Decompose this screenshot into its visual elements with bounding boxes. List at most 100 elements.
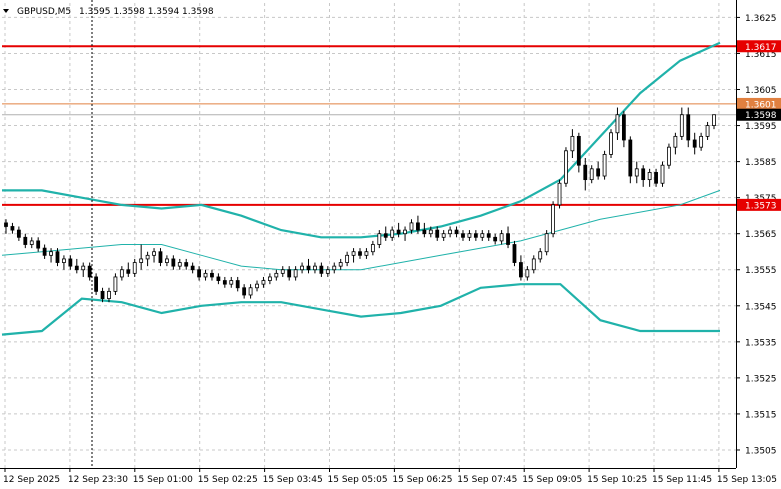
candle-body <box>345 254 350 263</box>
y-tick-label: 1.3505 <box>745 446 777 456</box>
candle-body <box>184 262 189 267</box>
candle <box>62 255 66 270</box>
candle <box>107 287 111 303</box>
candle <box>132 258 137 277</box>
price-tag-label: 1.3601 <box>745 100 777 110</box>
candle <box>29 237 34 249</box>
candle-body <box>16 229 21 238</box>
candle-body <box>705 125 710 137</box>
candle-body <box>654 172 658 184</box>
candle-body <box>499 233 504 242</box>
candle <box>576 132 581 173</box>
candle-body <box>448 229 453 235</box>
candle <box>512 240 517 267</box>
candle <box>538 248 543 263</box>
candle <box>81 262 86 277</box>
candle-body <box>531 258 536 271</box>
x-tick-label: 15 Sep 07:45 <box>457 475 517 485</box>
candle <box>4 219 8 234</box>
candle <box>36 237 41 252</box>
candle <box>197 266 201 281</box>
candle <box>493 233 498 245</box>
candle <box>203 269 208 281</box>
candle-body <box>197 269 201 278</box>
candle-body <box>634 168 639 177</box>
candle-body <box>428 229 433 235</box>
candle <box>396 222 401 238</box>
candle-body <box>306 265 311 271</box>
candle-body <box>42 247 47 256</box>
candle-body <box>383 233 388 238</box>
candle <box>113 273 118 295</box>
candle-body <box>10 226 15 231</box>
bollinger-upper <box>2 41 721 239</box>
candle <box>551 201 555 238</box>
candle <box>325 266 330 277</box>
candle-body <box>113 276 118 292</box>
candle <box>152 248 156 263</box>
candle-body <box>4 222 8 227</box>
candle <box>126 262 131 277</box>
price-tags: 1.3617 1.3601 1.3573 1.3598 <box>737 40 781 211</box>
candle-body <box>29 240 34 245</box>
current-price-tag: 1.3598 <box>737 108 781 121</box>
candle-body <box>673 135 678 148</box>
candle-body <box>628 139 633 177</box>
candle-body <box>100 290 105 299</box>
candle-body <box>493 236 498 242</box>
price-tag-label: 1.3617 <box>745 43 777 53</box>
candle <box>345 251 350 267</box>
candle-body <box>300 265 304 271</box>
candle-body <box>261 280 266 285</box>
candle-body <box>132 262 137 274</box>
candle <box>428 226 433 238</box>
candle-body <box>615 114 620 134</box>
candle-body <box>255 283 259 289</box>
collapse-triangle-icon[interactable] <box>3 9 9 13</box>
y-tick-label: 1.3615 <box>745 50 777 60</box>
grid-layer <box>2 3 736 468</box>
candle <box>139 244 144 270</box>
y-tick-label: 1.3545 <box>745 302 777 312</box>
candle <box>55 248 60 267</box>
candle <box>564 147 568 187</box>
candle-body <box>55 251 60 263</box>
candle-body <box>589 168 594 181</box>
candle-body <box>139 258 144 263</box>
y-tick-label: 1.3515 <box>745 410 777 420</box>
candle <box>699 132 704 151</box>
candle-body <box>486 233 491 238</box>
candle-body <box>87 265 92 278</box>
candle-body <box>210 272 214 278</box>
candle <box>370 240 375 256</box>
bollinger-bands <box>1 41 721 336</box>
candle <box>602 150 607 180</box>
candle-body <box>525 269 530 278</box>
ohlc-values: 1.3595 1.3598 1.3594 1.3598 <box>79 7 214 17</box>
candle-body <box>107 290 111 299</box>
candle-body <box>551 204 555 235</box>
candle <box>634 161 639 184</box>
candle-body <box>62 258 66 263</box>
candle-body <box>435 229 440 238</box>
candle-body <box>416 222 420 231</box>
candle-body <box>576 135 581 166</box>
y-tick-label: 1.3585 <box>745 158 777 168</box>
x-tick-label: 12 Sep 23:30 <box>68 475 128 485</box>
candle-body <box>36 240 41 249</box>
candle-body <box>171 258 176 267</box>
candle <box>158 248 163 267</box>
candle-body <box>647 172 652 181</box>
candle <box>692 132 697 155</box>
candle-body <box>126 269 131 274</box>
candle-body <box>165 258 169 263</box>
candle <box>499 230 504 245</box>
candle-body <box>699 135 704 148</box>
candle-body <box>313 265 317 271</box>
candle-body <box>403 229 407 235</box>
candle <box>441 230 446 241</box>
candle <box>467 230 472 241</box>
candle-body <box>235 280 240 289</box>
